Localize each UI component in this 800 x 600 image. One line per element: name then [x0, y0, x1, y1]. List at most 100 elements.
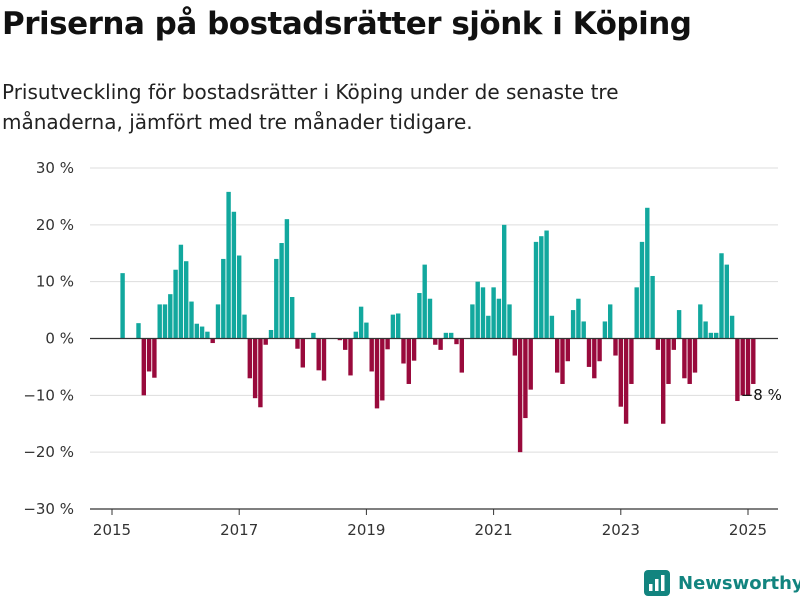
- bar: [300, 338, 305, 368]
- x-tick-label: 2025: [729, 521, 767, 539]
- bar: [284, 219, 290, 339]
- bar: [597, 338, 602, 362]
- bar: [676, 310, 682, 339]
- bar: [189, 301, 194, 339]
- y-tick-label: 0 %: [45, 330, 74, 348]
- bar: [692, 338, 698, 373]
- bar: [560, 338, 565, 384]
- bar: [480, 287, 486, 339]
- bar: [639, 241, 645, 339]
- bar: [396, 313, 401, 339]
- bar: [634, 287, 639, 339]
- newsworthy-logo-icon: [644, 570, 670, 596]
- x-tick-label: 2019: [347, 521, 385, 539]
- bar: [629, 338, 634, 384]
- x-tick-label: 2017: [220, 521, 258, 539]
- bar: [539, 236, 544, 339]
- bar: [290, 297, 295, 339]
- bar: [661, 338, 666, 424]
- chart-title: Priserna på bostadsrätter sjönk i Köping: [2, 6, 692, 42]
- bar: [608, 304, 613, 339]
- bar: [751, 338, 756, 384]
- bar: [385, 338, 390, 350]
- x-tick-label: 2021: [475, 521, 513, 539]
- bar: [507, 304, 512, 339]
- bar: [708, 332, 714, 339]
- bar: [168, 294, 173, 339]
- bar: [380, 338, 385, 401]
- bar: [724, 264, 729, 339]
- bar: [364, 322, 369, 339]
- bar: [237, 255, 242, 339]
- bar: [136, 323, 141, 339]
- bar: [714, 332, 719, 339]
- bar: [512, 338, 517, 356]
- bar: [194, 323, 199, 339]
- bar: [369, 338, 374, 372]
- bar: [570, 310, 576, 339]
- bar: [337, 338, 343, 341]
- bar: [486, 315, 491, 339]
- bar: [417, 293, 422, 339]
- bar: [602, 321, 608, 339]
- y-tick-label: 10 %: [36, 273, 74, 291]
- bar: [321, 338, 327, 381]
- bar: [745, 338, 751, 396]
- x-tick-label: 2015: [93, 521, 131, 539]
- brand-name: Newsworthy: [678, 572, 800, 594]
- bar: [358, 306, 364, 339]
- bar: [205, 331, 210, 339]
- bar: [698, 304, 703, 339]
- bar: [613, 338, 618, 356]
- x-tick-label: 2023: [602, 521, 640, 539]
- bar: [433, 338, 438, 345]
- bar: [496, 298, 502, 339]
- bar: [173, 269, 178, 339]
- bar: [438, 338, 443, 350]
- bar: [645, 207, 650, 339]
- bar: [502, 224, 507, 339]
- bar: [184, 261, 189, 339]
- bar: [401, 338, 406, 364]
- bar: [719, 253, 724, 339]
- bar: [671, 338, 676, 350]
- bar: [735, 338, 740, 402]
- bar: [729, 315, 735, 339]
- bar: [427, 298, 433, 339]
- bar: [316, 338, 321, 371]
- bar: [544, 230, 549, 339]
- bar: [454, 338, 459, 345]
- bar: [247, 338, 252, 379]
- y-tick-label: −20 %: [23, 443, 74, 461]
- y-tick-label: −30 %: [23, 500, 74, 518]
- bar: [666, 338, 671, 384]
- bar: [549, 315, 555, 339]
- bar: [517, 338, 523, 453]
- y-tick-label: −10 %: [23, 386, 74, 404]
- bar: [740, 338, 745, 396]
- bar: [422, 264, 427, 339]
- bar: [343, 338, 348, 350]
- bar: [581, 321, 586, 339]
- bar: [146, 338, 152, 372]
- bar: [120, 273, 125, 339]
- bar: [178, 244, 184, 339]
- bar: [353, 331, 358, 339]
- bar: [449, 332, 454, 339]
- bar: [162, 304, 168, 339]
- bar: [226, 191, 231, 339]
- y-tick-label: 30 %: [36, 159, 74, 177]
- bar: [443, 332, 449, 339]
- axes: [90, 337, 778, 515]
- bar: [199, 326, 205, 339]
- bar: [650, 275, 655, 339]
- bar: [295, 338, 300, 349]
- bars: [120, 191, 756, 453]
- bar: [623, 338, 629, 424]
- bar: [210, 338, 215, 344]
- bar: [221, 258, 226, 339]
- bar: [263, 338, 268, 345]
- bar: [242, 314, 247, 339]
- bar: [152, 338, 157, 378]
- bar: [374, 338, 380, 409]
